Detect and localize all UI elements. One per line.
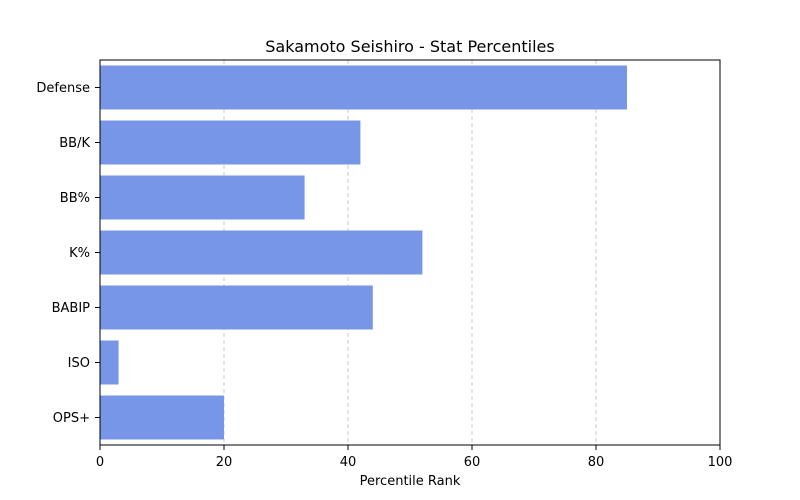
x-axis: 0 20 40 60 80 100 (96, 445, 733, 470)
x-tick-label: 80 (588, 455, 605, 470)
bar-k- (100, 230, 423, 275)
y-tick-label: BABIP (52, 301, 91, 316)
bar-iso (100, 340, 119, 385)
bar-defense (100, 65, 627, 110)
bar-bb- (100, 175, 305, 220)
bar-ops- (100, 395, 224, 440)
x-tick-label: 100 (708, 455, 733, 470)
x-tick-label: 0 (96, 455, 104, 470)
y-tick-label: ISO (68, 356, 90, 371)
x-axis-label: Percentile Rank (360, 474, 461, 489)
y-tick-label: K% (69, 246, 90, 261)
y-tick-label: Defense (36, 81, 90, 96)
bar-babip (100, 285, 373, 330)
y-axis: Defense BB/K BB% K% BABIP ISO OPS+ (36, 81, 100, 426)
y-tick-label: BB/K (59, 136, 90, 151)
chart-title: Sakamoto Seishiro - Stat Percentiles (265, 37, 554, 56)
x-tick-label: 40 (340, 455, 357, 470)
x-tick-label: 20 (216, 455, 233, 470)
y-tick-label: BB% (60, 191, 90, 206)
bar-bb-k (100, 120, 361, 165)
y-tick-label: OPS+ (53, 411, 90, 426)
x-tick-label: 60 (464, 455, 481, 470)
bars (100, 65, 627, 440)
